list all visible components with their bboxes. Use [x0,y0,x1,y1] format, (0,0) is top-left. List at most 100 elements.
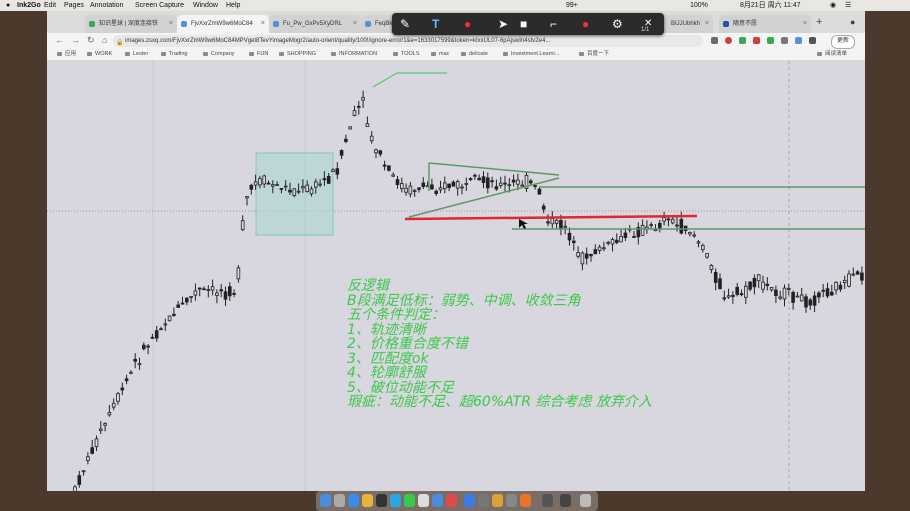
candle-body [81,470,86,473]
candle-body [344,138,348,142]
extension-icon[interactable] [725,37,732,44]
control-center-icon[interactable]: ☰ [845,2,852,9]
gear-icon[interactable]: ⚙ [612,17,623,31]
status-badge[interactable]: 99+ [566,2,578,9]
battery-percent[interactable]: 100% [690,2,708,9]
app-icon[interactable] [520,494,531,507]
bookmark-item[interactable]: TOOLS [393,49,420,60]
whiteboard-icon[interactable]: ■ [520,17,528,31]
bookmark-item[interactable]: WORK [87,49,112,60]
reading-list[interactable]: 阅读清单 [817,49,847,60]
launchpad-icon[interactable] [334,494,345,507]
tab-0[interactable]: 知识星球 | 深度连接铁 × [85,15,177,33]
app-icon[interactable] [542,494,553,507]
candle-body [206,289,211,291]
tab-1[interactable]: FjvXxrZmW9w6MoC84 × [177,15,269,33]
extension-icon[interactable] [795,37,802,44]
pen-icon[interactable]: ✎ [400,17,411,31]
close-icon[interactable]: × [704,20,709,27]
finder-icon[interactable] [320,494,331,507]
tab-5[interactable]: 随意不愿 × [719,15,811,33]
tab-2[interactable]: Fu_Pw_GxPv5XyDRL × [269,15,361,33]
candle-body [855,271,860,275]
app-icon[interactable] [446,494,457,507]
tab-favicon-icon [365,21,371,27]
app-icon[interactable] [432,494,443,507]
clock[interactable]: 8月21日 周六 11:47 [740,2,801,9]
menu-annotation[interactable]: Annotation [90,2,124,9]
eraser-icon[interactable]: ⌐ [550,17,558,31]
reload-icon[interactable]: ↻ [87,35,95,45]
bookmark-item[interactable]: 百度一下 [579,49,609,60]
trash-icon[interactable] [580,494,591,507]
extension-icon[interactable] [767,37,774,44]
safari-icon[interactable] [348,494,359,507]
candle-body [503,182,507,185]
tab-4[interactable]: BIJJUbhkh × [657,15,713,33]
update-button[interactable]: 更新 [831,35,856,49]
menu-help[interactable]: Help [226,2,241,9]
bookmark-item[interactable]: Company [203,49,235,60]
app-icon[interactable] [506,494,517,507]
candle-body [709,265,714,270]
bookmark-item[interactable]: SHOPPING [279,49,316,60]
candle-body [830,291,834,296]
home-icon[interactable]: ⌂ [102,35,108,45]
extension-icon[interactable] [739,37,746,44]
app-icon[interactable] [418,494,429,507]
bookmark-item[interactable]: Trading [161,49,187,60]
close-icon[interactable]: × [168,20,173,27]
close-icon[interactable]: ✕ [644,18,653,29]
extension-icon[interactable] [809,37,816,44]
new-tab-button[interactable]: + [816,16,823,28]
profile-icon[interactable]: ● [850,17,856,27]
tab-3[interactable]: FeqBk [361,15,401,33]
app-name-menu[interactable]: Ink2Go [17,2,41,9]
bookmark-item[interactable]: FUN [249,49,268,60]
extension-icon[interactable] [711,37,718,44]
candle-body [580,252,585,265]
siri-icon[interactable]: ◉ [830,2,837,9]
close-icon[interactable]: × [260,20,265,27]
close-icon[interactable]: × [352,20,357,27]
extension-icon[interactable] [753,37,760,44]
candle-body [180,302,185,305]
candle-body [494,186,499,190]
bookmark-item[interactable]: mac [431,49,449,60]
menu-pages[interactable]: Pages [64,2,84,9]
shape-tool-icon[interactable]: ● [464,17,472,31]
annotation-line: 瑕疵：动能不足、超60%ATR 综合考虑 放弃介入 [347,394,652,410]
wechat-icon[interactable] [404,494,415,507]
candle-body [120,387,125,391]
pointer-icon[interactable]: ➤ [498,17,509,31]
candle-body [451,181,456,187]
candle-body [756,274,761,282]
bookmark-item[interactable]: INFORMATION [331,49,377,60]
menu-window[interactable]: Window [193,2,218,9]
app-icon[interactable] [492,494,503,507]
candle-body [701,245,705,250]
menu-edit[interactable]: Edit [44,2,57,9]
app-icon[interactable] [362,494,373,507]
text-tool-icon[interactable]: T [432,17,440,31]
bookmark-item[interactable]: delicate [461,49,488,60]
candle-body [619,236,623,243]
bookmark-item[interactable]: Lester [125,49,148,60]
app-icon[interactable] [478,494,489,507]
color-picker-icon[interactable]: ● [582,17,590,31]
bookmark-item[interactable]: Investment Learni... [503,49,559,60]
bookmark-item[interactable]: 应用 [57,49,76,60]
qq-icon[interactable] [390,494,401,507]
app-icon[interactable] [376,494,387,507]
apple-icon[interactable]: ● [6,2,11,9]
app-icon[interactable] [464,494,475,507]
mouse-cursor-icon [519,219,528,229]
candle-body [326,175,331,184]
forward-icon[interactable]: → [71,35,80,45]
extension-icon[interactable] [781,37,788,44]
menu-screen-capture[interactable]: Screen Capture [135,2,185,9]
app-icon[interactable] [560,494,571,507]
close-icon[interactable]: × [802,20,807,27]
address-bar[interactable]: 🔒 images.zsxq.com/FjvXxrZmW9w6MoC84MPVge… [113,35,703,47]
back-icon[interactable]: ← [55,35,64,45]
